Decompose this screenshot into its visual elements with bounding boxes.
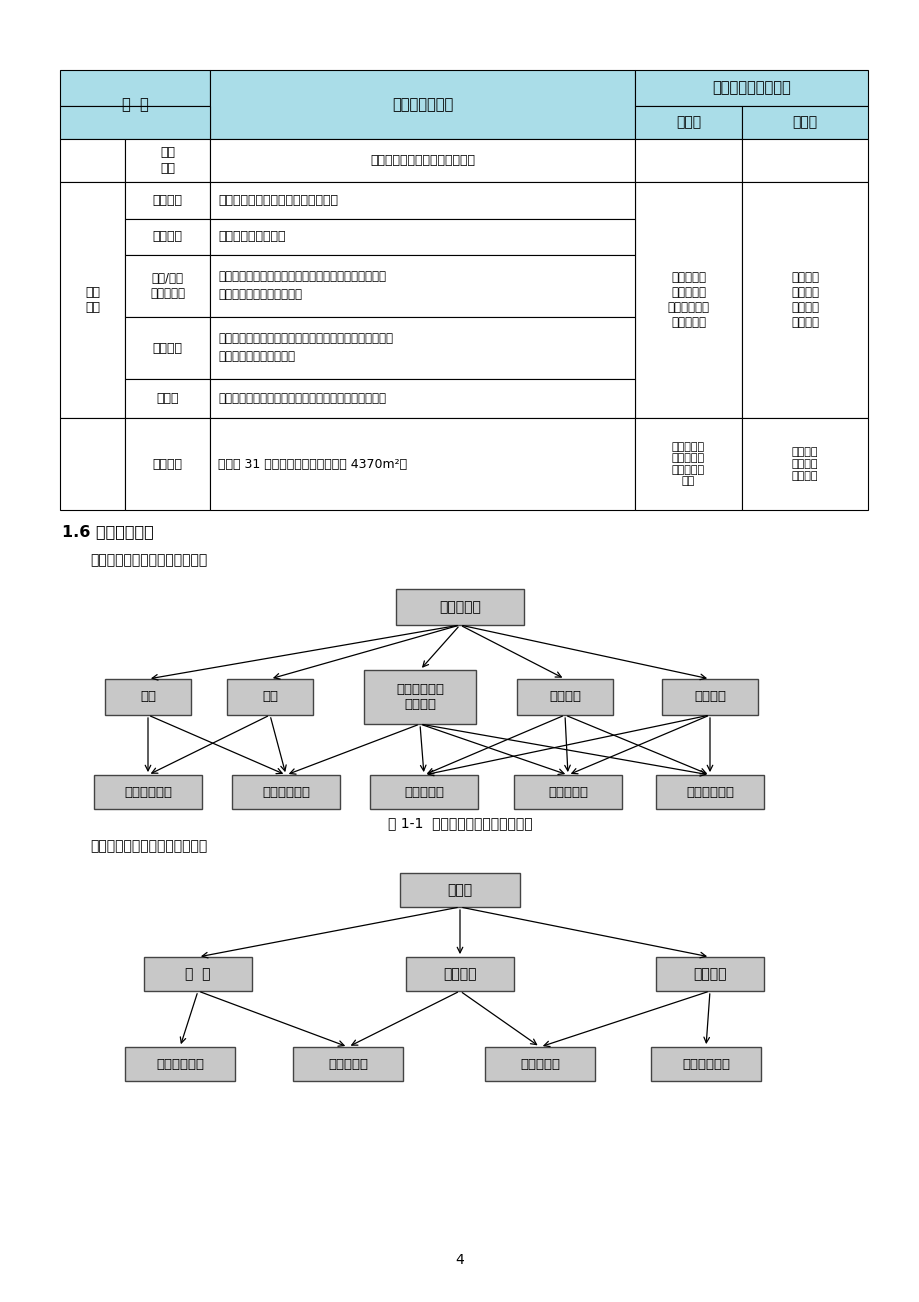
Text: 施工营地: 施工营地 bbox=[153, 194, 182, 207]
Bar bbox=[514, 775, 621, 809]
Bar bbox=[125, 182, 210, 219]
Text: 声环境影响: 声环境影响 bbox=[328, 1057, 368, 1070]
Bar bbox=[634, 418, 742, 510]
Bar bbox=[742, 182, 867, 418]
Bar bbox=[742, 418, 867, 510]
Text: 运输车辆: 运输车辆 bbox=[693, 690, 725, 703]
Text: 环境空气影响: 环境空气影响 bbox=[686, 785, 733, 798]
Text: 声环境影响: 声环境影响 bbox=[403, 785, 444, 798]
Bar bbox=[634, 182, 742, 418]
Bar bbox=[634, 139, 742, 182]
Text: 主全线不设施工便道: 主全线不设施工便道 bbox=[218, 230, 285, 243]
Text: 拆迁: 拆迁 bbox=[262, 690, 278, 703]
Bar bbox=[60, 70, 210, 105]
Bar bbox=[651, 1047, 760, 1081]
Bar bbox=[210, 182, 634, 219]
Text: 名  称: 名 称 bbox=[121, 98, 148, 112]
Text: 道  路: 道 路 bbox=[185, 967, 210, 980]
Bar bbox=[516, 680, 612, 715]
Bar bbox=[60, 139, 125, 182]
Bar bbox=[395, 589, 524, 625]
Bar bbox=[634, 70, 867, 105]
Text: 路基、管网、
路面施工: 路基、管网、 路面施工 bbox=[395, 684, 444, 711]
Text: 不设取土、取石场等料场: 不设取土、取石场等料场 bbox=[218, 350, 295, 363]
Text: 搅拌场: 搅拌场 bbox=[156, 392, 178, 405]
Text: 4: 4 bbox=[455, 1253, 464, 1267]
Bar bbox=[227, 680, 312, 715]
Text: 租用当地民房，项目内不设施工营地: 租用当地民房，项目内不设施工营地 bbox=[218, 194, 337, 207]
Bar bbox=[210, 139, 634, 182]
Text: 设临时混凝土搅拌站，用于北环路五段混凝土路面铺设: 设临时混凝土搅拌站，用于北环路五段混凝土路面铺设 bbox=[218, 392, 386, 405]
Bar bbox=[210, 418, 634, 510]
Bar bbox=[655, 775, 763, 809]
Text: 迁移居民生
活质量受到
一定程度的
影响: 迁移居民生 活质量受到 一定程度的 影响 bbox=[671, 441, 704, 487]
Text: 工程建设期: 工程建设期 bbox=[438, 600, 481, 615]
Text: 本项目营运期污染流程如下图。: 本项目营运期污染流程如下图。 bbox=[90, 838, 207, 853]
Bar bbox=[144, 957, 252, 991]
Text: 施工场地: 施工场地 bbox=[549, 690, 581, 703]
Bar bbox=[125, 255, 210, 316]
Bar bbox=[210, 219, 634, 255]
Text: 事故风险: 事故风险 bbox=[693, 967, 726, 980]
Text: 图 1-1  本项目施工期污染分析框图: 图 1-1 本项目施工期污染分析框图 bbox=[387, 816, 532, 829]
Text: 外购石料等建筑材料，公路运输，直接到达施工地，项目: 外购石料等建筑材料，公路运输，直接到达施工地，项目 bbox=[218, 332, 392, 345]
Text: 1.6 工艺流程简述: 1.6 工艺流程简述 bbox=[62, 525, 153, 539]
Text: 征地: 征地 bbox=[140, 690, 156, 703]
Text: 生态环境影响: 生态环境影响 bbox=[262, 785, 310, 798]
Text: 施工便道: 施工便道 bbox=[153, 230, 182, 243]
Bar bbox=[742, 105, 867, 139]
Bar bbox=[484, 1047, 595, 1081]
Bar bbox=[210, 70, 634, 139]
Text: 生活质量
不低于拆
迁安置前: 生活质量 不低于拆 迁安置前 bbox=[791, 448, 817, 480]
Bar bbox=[400, 874, 519, 907]
Text: 表土/挖方
临时堆放场: 表土/挖方 临时堆放场 bbox=[150, 272, 185, 299]
Bar bbox=[369, 775, 478, 809]
Text: 水环境影响: 水环境影响 bbox=[519, 1057, 560, 1070]
Bar bbox=[125, 418, 210, 510]
Bar bbox=[125, 316, 210, 379]
Bar bbox=[210, 379, 634, 418]
Bar bbox=[662, 680, 757, 715]
Text: 临时
工程: 临时 工程 bbox=[85, 286, 100, 314]
Text: 本项目施工期污染流程见下图。: 本项目施工期污染流程见下图。 bbox=[90, 553, 207, 566]
Text: 运营期: 运营期 bbox=[447, 883, 472, 897]
Bar bbox=[105, 680, 191, 715]
Text: 绿化
工程: 绿化 工程 bbox=[160, 147, 175, 174]
Bar bbox=[125, 139, 210, 182]
Bar bbox=[364, 671, 475, 724]
Text: 拆迁安置: 拆迁安置 bbox=[153, 457, 182, 470]
Text: 施工结束
后采取绿
化等措施
进行恢复: 施工结束 后采取绿 化等措施 进行恢复 bbox=[790, 271, 818, 329]
Text: 施工期: 施工期 bbox=[675, 116, 700, 129]
Text: 运输车辆: 运输车辆 bbox=[443, 967, 476, 980]
Text: 可能产生的环境影响: 可能产生的环境影响 bbox=[711, 81, 790, 95]
Text: 材料堆场: 材料堆场 bbox=[153, 341, 182, 354]
Bar bbox=[60, 182, 125, 418]
Text: 社会环境影响: 社会环境影响 bbox=[156, 1057, 204, 1070]
Bar bbox=[60, 418, 125, 510]
Text: 需拆迁 31 栋民房，工程拆迁面积约 4370m²。: 需拆迁 31 栋民房，工程拆迁面积约 4370m²。 bbox=[218, 457, 407, 470]
Text: 本项目表土临时堆放设置在永久占地或施工场地集中堆: 本项目表土临时堆放设置在永久占地或施工场地集中堆 bbox=[218, 271, 386, 284]
Text: 运营期: 运营期 bbox=[791, 116, 817, 129]
Bar bbox=[125, 1047, 234, 1081]
Bar bbox=[210, 255, 634, 316]
Text: 环境空气影响: 环境空气影响 bbox=[681, 1057, 729, 1070]
Bar bbox=[405, 957, 514, 991]
Bar bbox=[655, 957, 763, 991]
Bar bbox=[94, 775, 202, 809]
Bar bbox=[60, 105, 210, 139]
Bar bbox=[742, 139, 867, 182]
Bar bbox=[210, 316, 634, 379]
Bar bbox=[232, 775, 340, 809]
Text: 水环境影响: 水环境影响 bbox=[548, 785, 587, 798]
Bar bbox=[125, 379, 210, 418]
Text: 放，以供道路绿化时使用。: 放，以供道路绿化时使用。 bbox=[218, 289, 301, 302]
Bar bbox=[634, 105, 742, 139]
Text: 临时占地、
破坏植被、
噪声、扬尘、
废水、垃圾: 临时占地、 破坏植被、 噪声、扬尘、 废水、垃圾 bbox=[667, 271, 709, 329]
Text: 道路两侧回填种植土并植树绿化: 道路两侧回填种植土并植树绿化 bbox=[369, 154, 474, 167]
Text: 社会环境影响: 社会环境影响 bbox=[124, 785, 172, 798]
Bar bbox=[125, 219, 210, 255]
Bar bbox=[292, 1047, 403, 1081]
Text: 项目内容及规模: 项目内容及规模 bbox=[391, 98, 453, 112]
